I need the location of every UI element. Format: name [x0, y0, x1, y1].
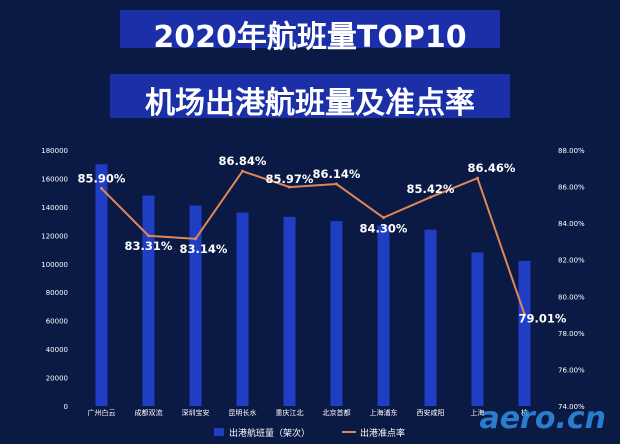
- chart-title: 2020年航班量TOP10: [153, 20, 467, 55]
- data-label: 85.97%: [266, 172, 314, 186]
- line-point: [147, 234, 150, 238]
- y-left-tick-label: 20000: [46, 375, 68, 383]
- y-left-tick-label: 40000: [46, 346, 68, 354]
- line-point: [100, 186, 103, 190]
- x-tick-label: 重庆江北: [276, 408, 304, 417]
- x-tick-label: 杭: [521, 408, 528, 417]
- y-left-tick-label: 0: [64, 403, 68, 411]
- x-tick-label: 西安咸阳: [417, 408, 445, 417]
- x-tick-label: 深圳宝安: [182, 408, 210, 417]
- y-right-tick-label: 88.00%: [558, 147, 585, 155]
- y-right-tick-label: 80.00%: [558, 293, 585, 301]
- legend-swatch-bar: [214, 428, 224, 436]
- bar: [377, 225, 390, 406]
- chart-subtitle: 机场出港航班量及准点率: [145, 86, 475, 121]
- y-right-tick-label: 76.00%: [558, 366, 585, 374]
- line-point: [523, 312, 526, 316]
- data-label: 83.31%: [125, 239, 173, 253]
- x-tick-label: 广州白云: [88, 408, 116, 417]
- y-left-tick-label: 180000: [41, 147, 68, 155]
- bar: [189, 205, 202, 406]
- line-point: [382, 216, 385, 220]
- bar: [471, 252, 484, 406]
- data-label: 85.42%: [407, 182, 455, 196]
- y-right-tick-label: 84.00%: [558, 220, 585, 228]
- legend-label-bar: 出港航班量（架次）: [229, 427, 310, 439]
- x-tick-label: 北京首都: [323, 408, 351, 417]
- bar: [518, 260, 531, 406]
- title-band-1: [120, 10, 500, 48]
- data-label: 83.14%: [180, 242, 228, 256]
- y-right-tick-label: 74.00%: [558, 403, 585, 411]
- bar: [283, 216, 296, 406]
- x-tick-label: 昆明长水: [229, 408, 257, 417]
- x-tick-label: 上海: [471, 408, 485, 417]
- y-left-tick-label: 80000: [46, 289, 68, 297]
- title-band-2: [110, 74, 510, 118]
- line-point: [241, 169, 244, 173]
- line-point: [335, 182, 338, 186]
- y-left-tick-label: 140000: [41, 204, 68, 212]
- legend-label-line: 出港准点率: [360, 427, 405, 439]
- data-label: 79.01%: [519, 311, 567, 325]
- line-point: [429, 195, 432, 199]
- bar: [236, 212, 249, 406]
- x-tick-label: 上海浦东: [370, 408, 398, 417]
- line-point: [194, 237, 197, 241]
- line-point: [288, 185, 291, 189]
- series-line: [100, 170, 526, 315]
- line-point: [476, 176, 479, 180]
- y-left-tick-label: 60000: [46, 318, 68, 326]
- data-label: 86.46%: [468, 161, 516, 175]
- y-left-tick-label: 160000: [41, 175, 68, 183]
- bar: [95, 164, 108, 406]
- y-right-tick-label: 78.00%: [558, 330, 585, 338]
- y-left-tick-label: 120000: [41, 232, 68, 240]
- bar: [142, 195, 155, 406]
- bar: [330, 221, 343, 406]
- x-tick-label: 成都双流: [135, 408, 163, 417]
- y-right-tick-label: 82.00%: [558, 257, 585, 265]
- y-right-tick-label: 86.00%: [558, 184, 585, 192]
- data-label: 86.84%: [219, 154, 267, 168]
- bar: [424, 229, 437, 406]
- watermark-logo: aero.cn: [479, 401, 606, 436]
- y-left-tick-label: 100000: [41, 261, 68, 269]
- data-label: 84.30%: [360, 222, 408, 236]
- data-label: 86.14%: [313, 167, 361, 181]
- data-label: 85.90%: [78, 171, 126, 185]
